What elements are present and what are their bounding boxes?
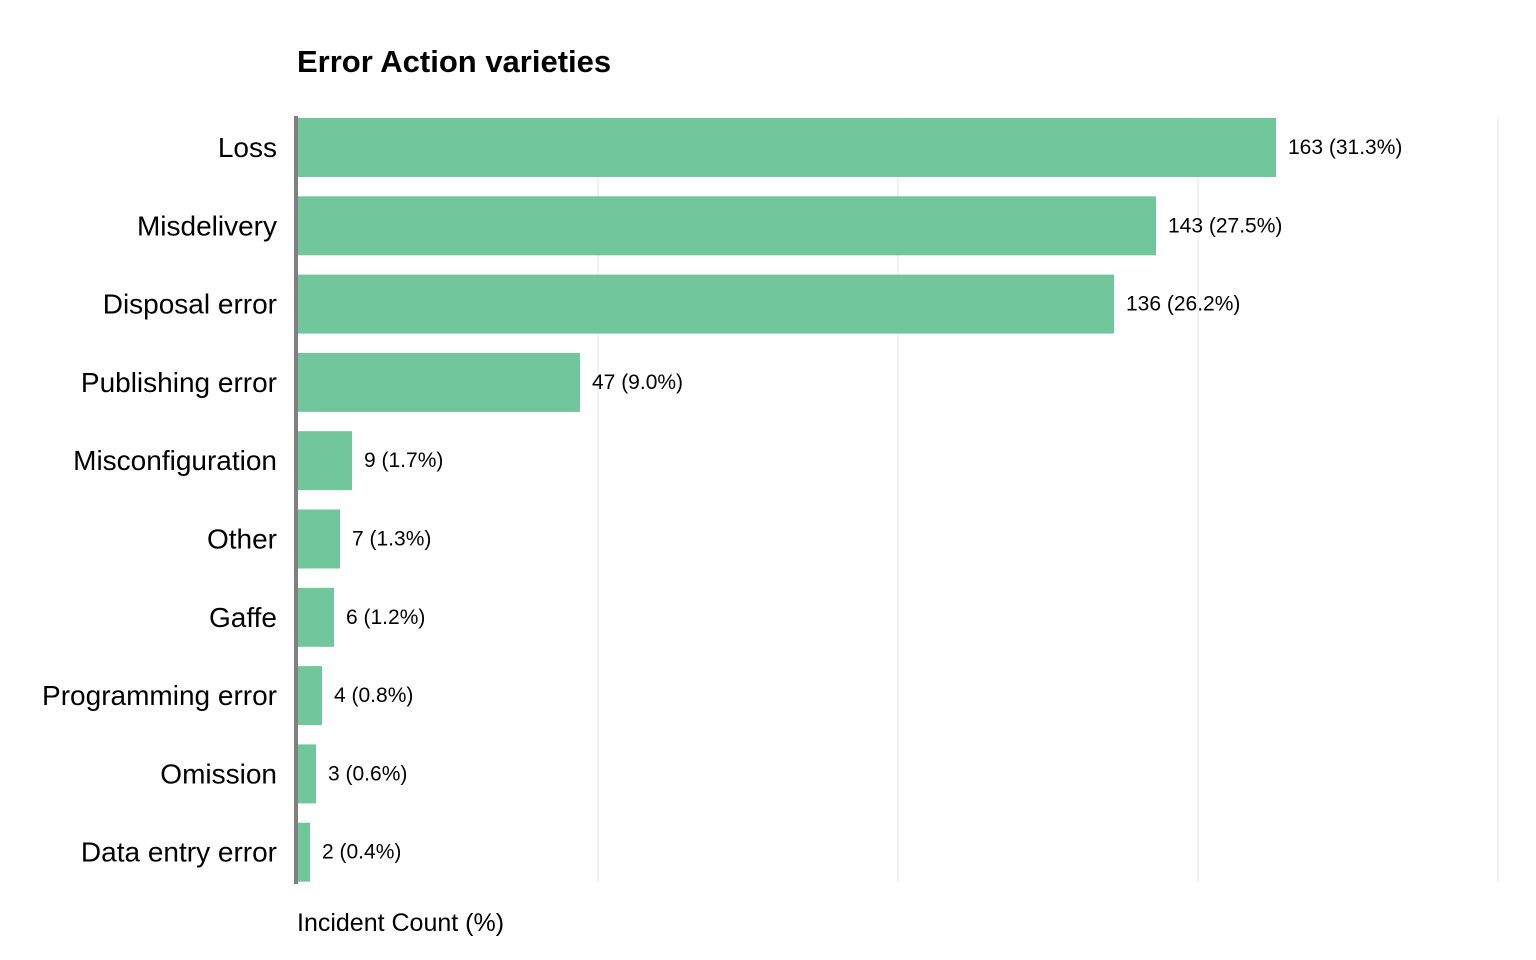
- category-label: Publishing error: [81, 367, 277, 398]
- category-label: Other: [207, 524, 277, 555]
- category-label: Misdelivery: [137, 210, 277, 241]
- data-label: 4 (0.8%): [334, 684, 413, 707]
- data-label: 136 (26.2%): [1126, 293, 1240, 316]
- data-label: 163 (31.3%): [1288, 136, 1402, 159]
- data-label: 9 (1.7%): [364, 449, 443, 472]
- bar: [298, 352, 580, 412]
- bar: [298, 274, 1114, 334]
- category-label: Omission: [160, 758, 277, 789]
- category-label: Loss: [218, 132, 277, 163]
- data-label: 7 (1.3%): [352, 528, 431, 551]
- bars: [298, 118, 1276, 882]
- bar: [298, 744, 316, 804]
- data-label: 6 (1.2%): [346, 606, 425, 629]
- category-label: Misconfiguration: [73, 445, 277, 476]
- bar: [298, 587, 334, 647]
- data-label: 47 (9.0%): [592, 371, 683, 394]
- x-axis-label: Incident Count (%): [297, 909, 504, 937]
- data-label: 143 (27.5%): [1168, 214, 1282, 237]
- data-labels: 163 (31.3%) 143 (27.5%) 136 (26.2%) 47 (9.0…: [322, 136, 1402, 864]
- category-labels: Loss Misdelivery Disposal error Publishing …: [42, 132, 277, 868]
- data-label: 3 (0.6%): [328, 762, 407, 785]
- data-label: 2 (0.4%): [322, 841, 401, 864]
- category-label: Programming error: [42, 680, 277, 711]
- bar: [298, 822, 310, 882]
- category-label: Data entry error: [81, 837, 277, 868]
- bar: [298, 118, 1276, 177]
- chart-title: Error Action varieties: [297, 44, 611, 79]
- category-label: Gaffe: [209, 602, 277, 633]
- bar: [298, 666, 322, 726]
- bar: [298, 509, 340, 569]
- bar: [298, 431, 352, 491]
- category-label: Disposal error: [103, 289, 277, 320]
- bar: [298, 196, 1156, 256]
